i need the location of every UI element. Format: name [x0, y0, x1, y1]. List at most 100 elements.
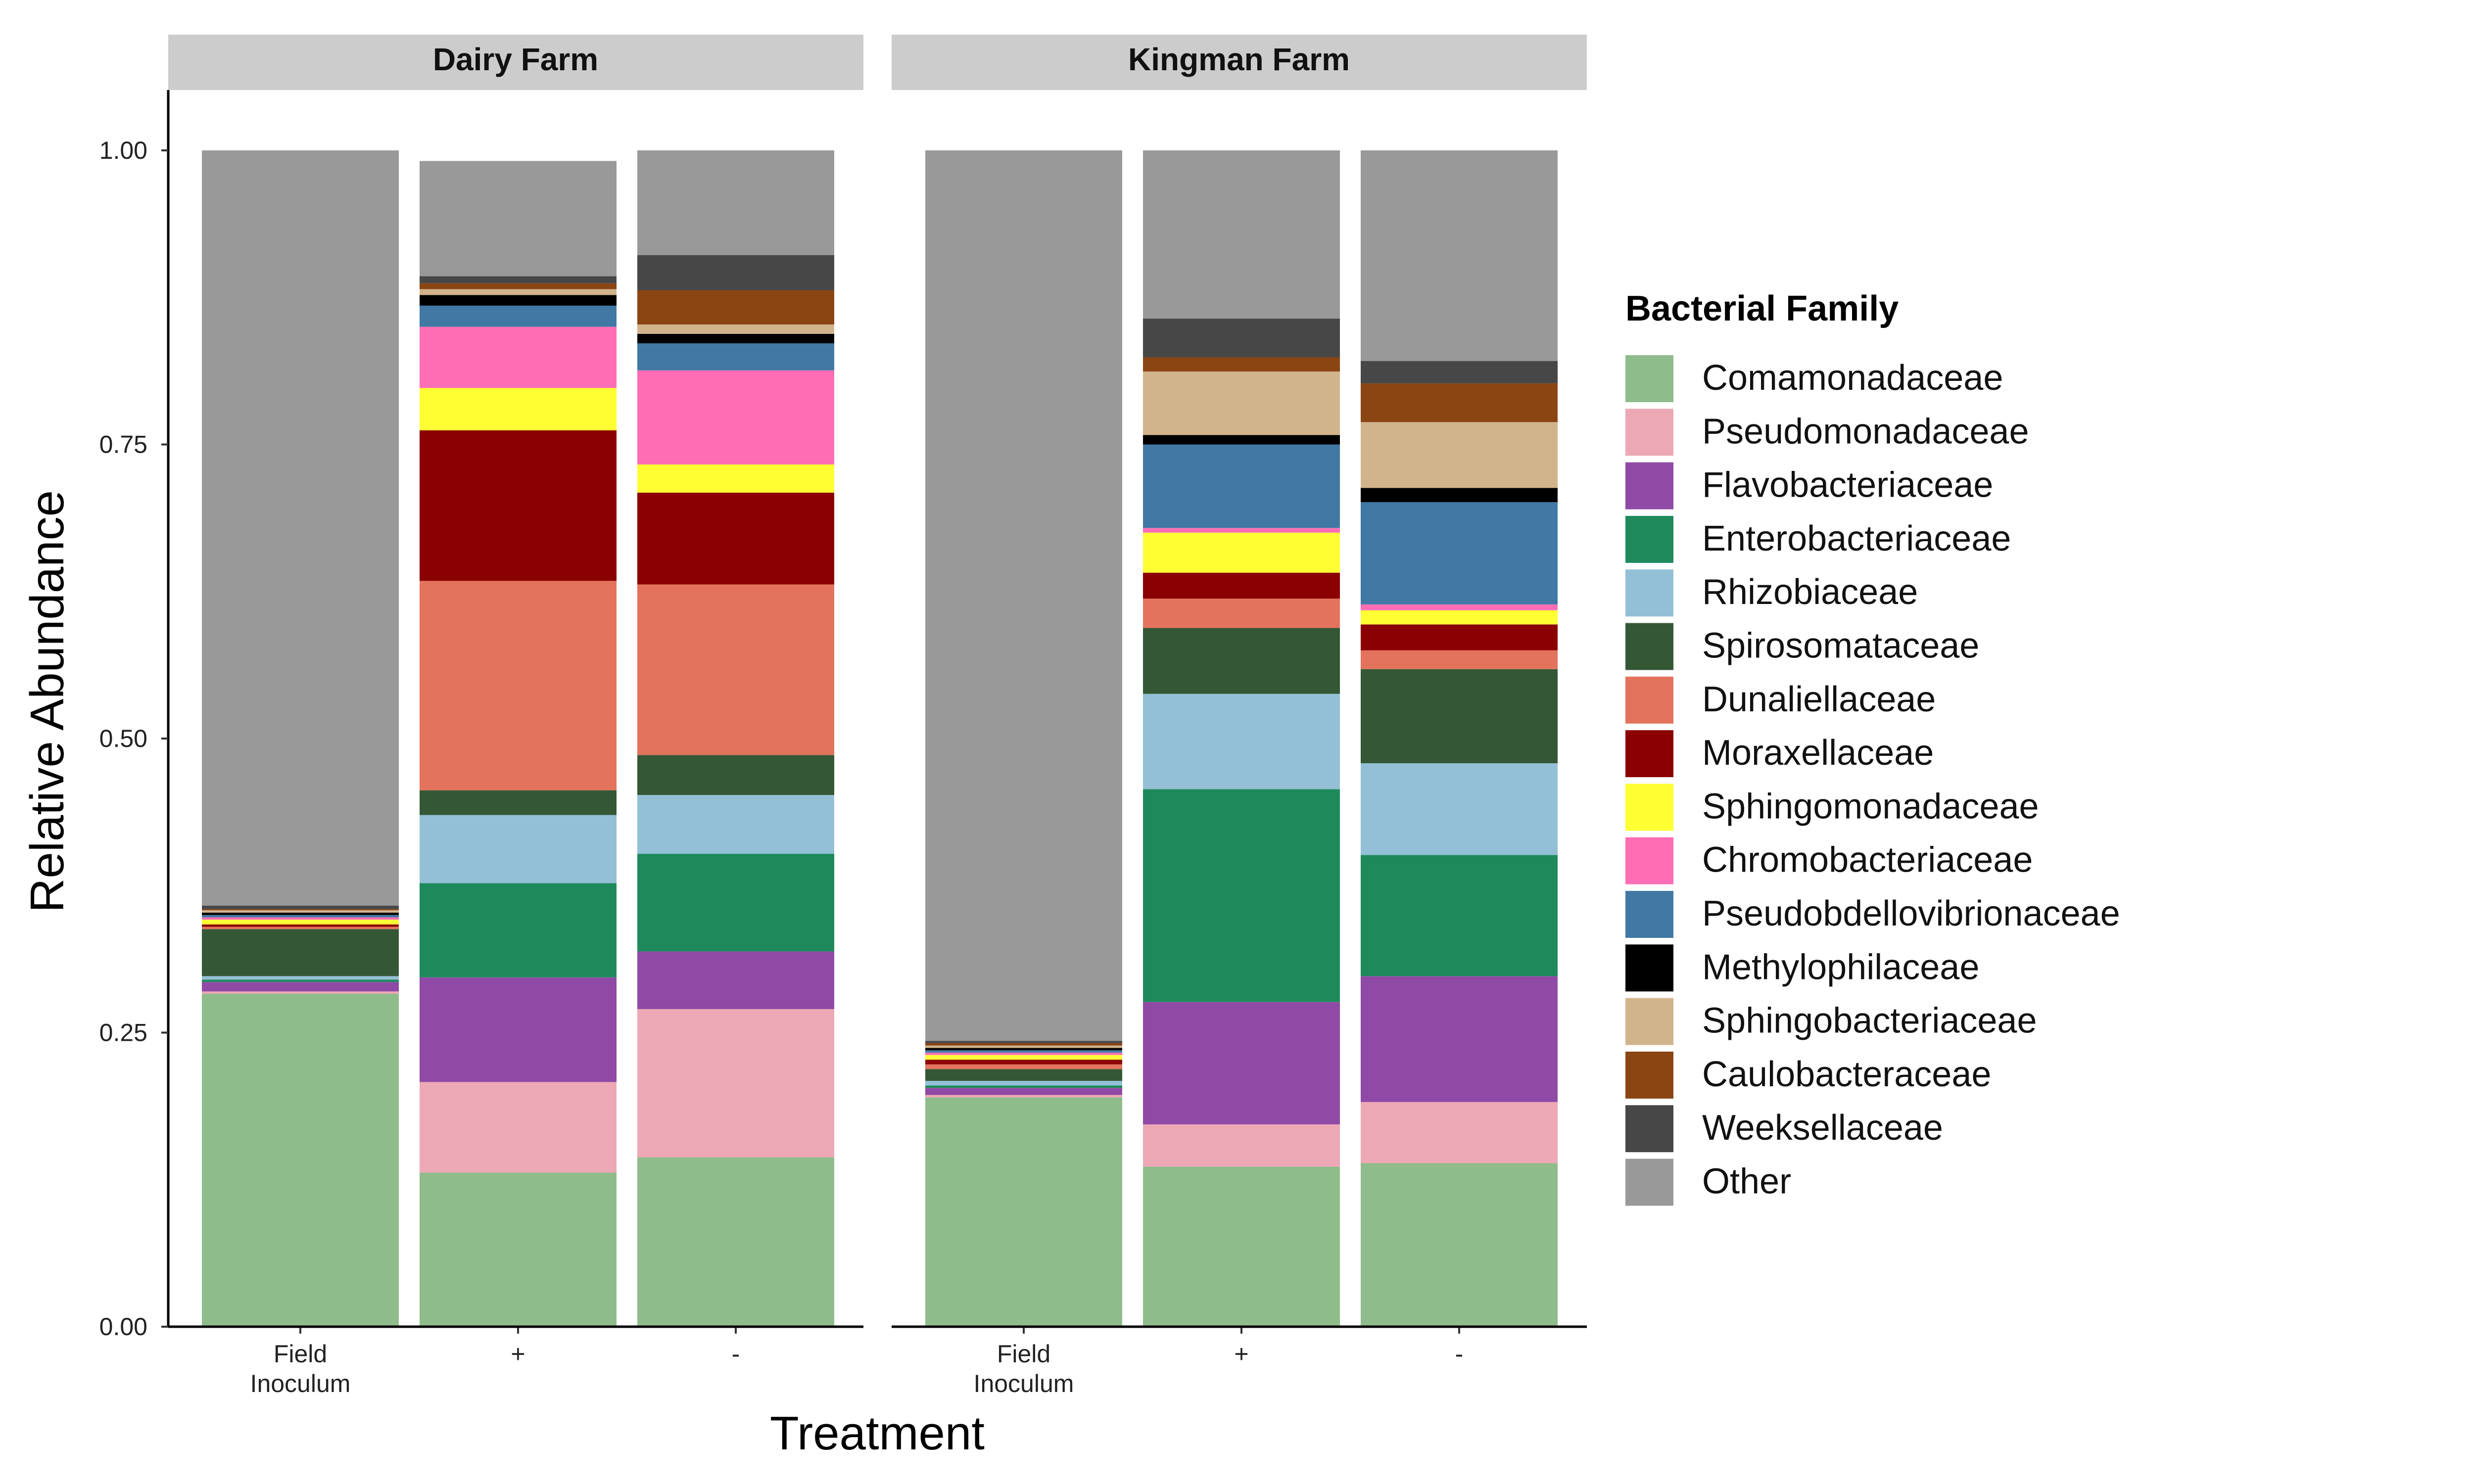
bar-segment-spirosomataceae	[637, 755, 834, 795]
legend-item-methylophilaceae: Methylophilaceae	[1625, 944, 1979, 992]
legend-label: Weeksellaceae	[1702, 1108, 1943, 1148]
legend-item-chromobacteriaceae: Chromobacteriaceae	[1625, 837, 2033, 884]
legend: Bacterial Family Comamonadaceae Pseudomon…	[1625, 289, 2120, 1206]
x-tick-label: Field	[997, 1340, 1050, 1368]
bar-segment-sphingobacteriaceae	[637, 324, 834, 334]
bar-segment-pseudobdellovibrionaceae	[420, 305, 617, 327]
y-axis-title: Relative Abundance	[21, 490, 74, 913]
legend-swatch	[1625, 944, 1673, 992]
x-tick-label: Field	[274, 1340, 327, 1368]
bar-1-1	[202, 150, 399, 1327]
legend-item-dunaliellaceae: Dunaliellaceae	[1625, 676, 1936, 724]
panel-1-strip	[168, 35, 863, 90]
bar-segment-sphingomonadaceae	[637, 464, 834, 493]
legend-swatch	[1625, 515, 1673, 563]
bar-segment-sphingomonadaceae	[1361, 610, 1558, 625]
legend-item-enterobacteriaceae: Enterobacteriaceae	[1625, 515, 2011, 563]
bar-segment-methylophilaceae	[1143, 435, 1340, 445]
legend-label: Enterobacteriaceae	[1702, 519, 2011, 558]
bar-segment-moraxellaceae	[1361, 624, 1558, 650]
bar-segment-comamonadaceae	[420, 1172, 617, 1327]
bar-segment-dunaliellaceae	[1143, 599, 1340, 628]
bar-segment-chromobacteriaceae	[1143, 528, 1340, 533]
bar-segment-flavobacteriaceae	[1143, 1002, 1340, 1124]
bar-segment-sphingomonadaceae	[202, 920, 399, 925]
bar-segment-other	[202, 150, 399, 906]
bar-segment-pseudomonadaceae	[925, 1095, 1122, 1098]
bar-segment-chromobacteriaceae	[925, 1052, 1122, 1055]
legend-item-weeksellaceae: Weeksellaceae	[1625, 1105, 1943, 1153]
legend-swatch	[1625, 1105, 1673, 1153]
bar-segment-sphingobacteriaceae	[420, 289, 617, 295]
bar-segment-pseudomonadaceae	[637, 1009, 834, 1158]
legend-swatch	[1625, 891, 1673, 938]
bar-segment-pseudobdellovibrionaceae	[925, 1050, 1122, 1053]
x-tick-label: -	[732, 1340, 740, 1368]
y-tick-label: 0.25	[99, 1019, 147, 1047]
y-tick-label: 0.50	[99, 725, 147, 752]
bar-segment-pseudomonadaceae	[1361, 1102, 1558, 1163]
bar-segment-comamonadaceae	[925, 1097, 1122, 1327]
bar-segment-comamonadaceae	[1361, 1163, 1558, 1327]
legend-swatch	[1625, 623, 1673, 670]
bar-segment-weeksellaceae	[1361, 361, 1558, 383]
legend-item-rhizobiaceae: Rhizobiaceae	[1625, 569, 1918, 617]
legend-item-comamonadaceae: Comamonadaceae	[1625, 355, 2003, 402]
x-axis-title: Treatment	[770, 1407, 985, 1460]
legend-items: Comamonadaceae Pseudomonadaceae Flavobacte…	[1625, 355, 2120, 1206]
legend-label: Sphingomonadaceae	[1702, 787, 2039, 826]
bar-segment-weeksellaceae	[202, 905, 399, 909]
bar-segment-caulobacteraceae	[1143, 357, 1340, 372]
bar-segment-weeksellaceae	[1143, 319, 1340, 358]
legend-swatch	[1625, 837, 1673, 884]
bar-segment-methylophilaceae	[202, 912, 399, 915]
legend-swatch	[1625, 569, 1673, 617]
bar-segment-caulobacteraceae	[925, 1043, 1122, 1046]
bar-1-3	[637, 150, 834, 1327]
bar-segment-caulobacteraceae	[637, 290, 834, 325]
legend-item-flavobacteriaceae: Flavobacteriaceae	[1625, 462, 1993, 510]
bar-segment-caulobacteraceae	[1361, 383, 1558, 422]
bar-segment-sphingomonadaceae	[420, 388, 617, 430]
legend-label: Dunaliellaceae	[1702, 680, 1936, 719]
bar-segment-methylophilaceae	[420, 295, 617, 306]
bar-segment-flavobacteriaceae	[1361, 976, 1558, 1102]
y-tick-label: 1.00	[99, 137, 147, 164]
legend-item-sphingobacteriaceae: Sphingobacteriaceae	[1625, 998, 2037, 1045]
bar-segment-weeksellaceae	[420, 276, 617, 283]
legend-label: Sphingobacteriaceae	[1702, 1001, 2037, 1041]
bar-segment-flavobacteriaceae	[925, 1088, 1122, 1095]
x-tick-label: -	[1455, 1340, 1464, 1368]
bar-segment-other	[925, 150, 1122, 1041]
legend-label: Flavobacteriaceae	[1702, 465, 1993, 505]
bars-layer	[202, 150, 1558, 1327]
legend-label: Caulobacteraceae	[1702, 1055, 1991, 1094]
legend-label: Rhizobiaceae	[1702, 572, 1918, 612]
panel-2-strip	[892, 35, 1587, 90]
legend-label: Comamonadaceae	[1702, 358, 2003, 398]
legend-item-spirosomataceae: Spirosomataceae	[1625, 623, 1979, 670]
y-tick-label: 0.75	[99, 431, 147, 459]
bar-segment-sphingobacteriaceae	[925, 1045, 1122, 1048]
bar-segment-comamonadaceae	[1143, 1166, 1340, 1327]
legend-swatch	[1625, 409, 1673, 456]
bar-segment-dunaliellaceae	[202, 927, 399, 929]
x-tick-label: Inoculum	[250, 1370, 351, 1397]
panel-2: Kingman Farm	[892, 35, 1587, 90]
legend-swatch	[1625, 355, 1673, 402]
bar-segment-rhizobiaceae	[925, 1080, 1122, 1086]
bar-segment-methylophilaceae	[1361, 488, 1558, 503]
bar-segment-caulobacteraceae	[420, 283, 617, 289]
legend-item-pseudomonadaceae: Pseudomonadaceae	[1625, 409, 2029, 456]
bar-segment-pseudobdellovibrionaceae	[1361, 502, 1558, 604]
legend-item-caulobacteraceae: Caulobacteraceae	[1625, 1051, 1991, 1099]
bar-segment-moraxellaceae	[637, 492, 834, 585]
bar-segment-rhizobiaceae	[1361, 763, 1558, 855]
bar-segment-rhizobiaceae	[1143, 694, 1340, 789]
bar-segment-caulobacteraceae	[202, 909, 399, 911]
bar-2-2	[1143, 150, 1340, 1327]
legend-swatch	[1625, 1051, 1673, 1099]
bar-2-3	[1361, 150, 1558, 1327]
panel-1-title: Dairy Farm	[433, 42, 598, 77]
